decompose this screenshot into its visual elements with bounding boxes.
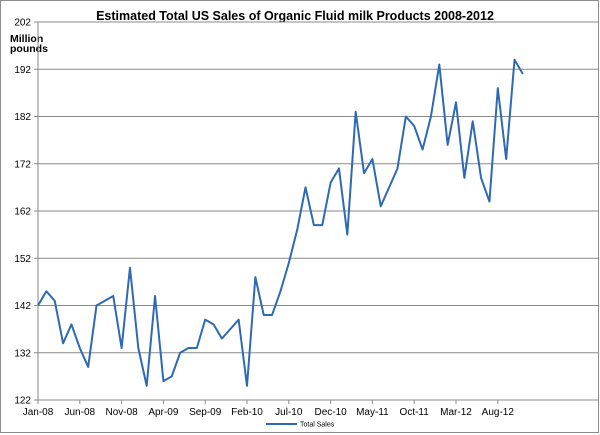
data-point	[488, 201, 490, 203]
data-point	[330, 182, 332, 184]
y-tick-label: 182	[14, 112, 31, 123]
data-point	[271, 314, 273, 316]
data-point	[514, 59, 516, 61]
data-point	[422, 149, 424, 151]
y-tick-label: 152	[14, 254, 31, 265]
data-point	[346, 234, 348, 236]
x-tick-label: Jan-08	[23, 407, 54, 418]
data-point	[87, 366, 89, 368]
x-tick-label: Apr-09	[148, 407, 178, 418]
data-point	[121, 347, 123, 349]
data-point	[388, 186, 390, 188]
x-tick-label: Nov-08	[105, 407, 138, 418]
data-point	[129, 267, 131, 269]
data-point	[430, 116, 432, 118]
data-point	[313, 224, 315, 226]
data-point	[187, 347, 189, 349]
data-point	[104, 300, 106, 302]
data-point	[79, 347, 81, 349]
data-point	[505, 158, 507, 160]
x-tick-label: Oct-11	[400, 407, 430, 418]
data-point	[405, 116, 407, 118]
data-point	[54, 300, 56, 302]
data-point	[221, 338, 223, 340]
legend-label: Total Sales	[300, 422, 335, 429]
chart-title: Estimated Total US Sales of Organic Flui…	[96, 9, 494, 23]
data-point	[363, 172, 365, 174]
data-point	[162, 380, 164, 382]
data-point	[455, 101, 457, 103]
data-point	[288, 262, 290, 264]
data-point	[137, 347, 139, 349]
y-tick-label: 172	[14, 159, 31, 170]
series-total-sales	[37, 58, 524, 387]
data-point	[371, 158, 373, 160]
data-point	[296, 229, 298, 231]
data-point	[238, 319, 240, 321]
y-axis-label-line-1: Million	[10, 33, 43, 45]
axes	[34, 21, 598, 404]
data-point	[380, 205, 382, 207]
x-tick-label: Jun-08	[65, 407, 96, 418]
data-point	[522, 73, 524, 75]
data-point	[321, 224, 323, 226]
data-point	[171, 375, 173, 377]
data-point	[45, 290, 47, 292]
data-point	[62, 342, 64, 344]
data-point	[204, 319, 206, 321]
x-tick-label: Jul-10	[275, 407, 303, 418]
data-point	[279, 290, 281, 292]
x-tick-label: Aug-12	[482, 407, 515, 418]
y-axis-label-line-2: pounds	[10, 43, 48, 55]
data-point	[447, 144, 449, 146]
x-tick-label: May-11	[356, 407, 389, 418]
x-tick-label: Sep-09	[189, 407, 222, 418]
data-point	[438, 64, 440, 66]
data-point	[338, 167, 340, 169]
x-tick-label: Dec-10	[314, 407, 347, 418]
data-point	[213, 323, 215, 325]
data-point	[70, 323, 72, 325]
y-tick-label: 192	[14, 65, 31, 76]
y-tick-labels: 122 132 142 152 162 172 182 192 202	[14, 18, 31, 407]
data-point	[497, 87, 499, 89]
y-tick-label: 162	[14, 207, 31, 218]
data-point	[463, 177, 465, 179]
legend: Total Sales	[266, 422, 335, 429]
x-tick-label: Feb-10	[231, 407, 263, 418]
y-tick-label: 132	[14, 348, 31, 359]
data-point	[472, 120, 474, 122]
data-point	[396, 167, 398, 169]
data-point	[146, 385, 148, 387]
y-tick-label: 202	[14, 18, 31, 29]
y-tick-label: 122	[14, 396, 31, 407]
data-point	[355, 111, 357, 113]
x-tick-labels: Jan-08 Jun-08 Nov-08 Apr-09 Sep-09 Feb-10 Jul-…	[23, 407, 515, 418]
data-point	[254, 276, 256, 278]
data-point	[179, 352, 181, 354]
data-point	[37, 305, 39, 307]
gridlines	[38, 21, 598, 354]
data-point	[196, 347, 198, 349]
x-tick-label: Mar-12	[440, 407, 472, 418]
data-point	[112, 295, 114, 297]
data-point	[305, 186, 307, 188]
data-point	[413, 125, 415, 127]
data-point	[246, 385, 248, 387]
y-tick-label: 142	[14, 301, 31, 312]
data-point	[96, 305, 98, 307]
series-line-total-sales	[37, 58, 524, 387]
data-point	[229, 328, 231, 330]
data-point	[263, 314, 265, 316]
data-point	[480, 177, 482, 179]
data-point	[154, 295, 156, 297]
